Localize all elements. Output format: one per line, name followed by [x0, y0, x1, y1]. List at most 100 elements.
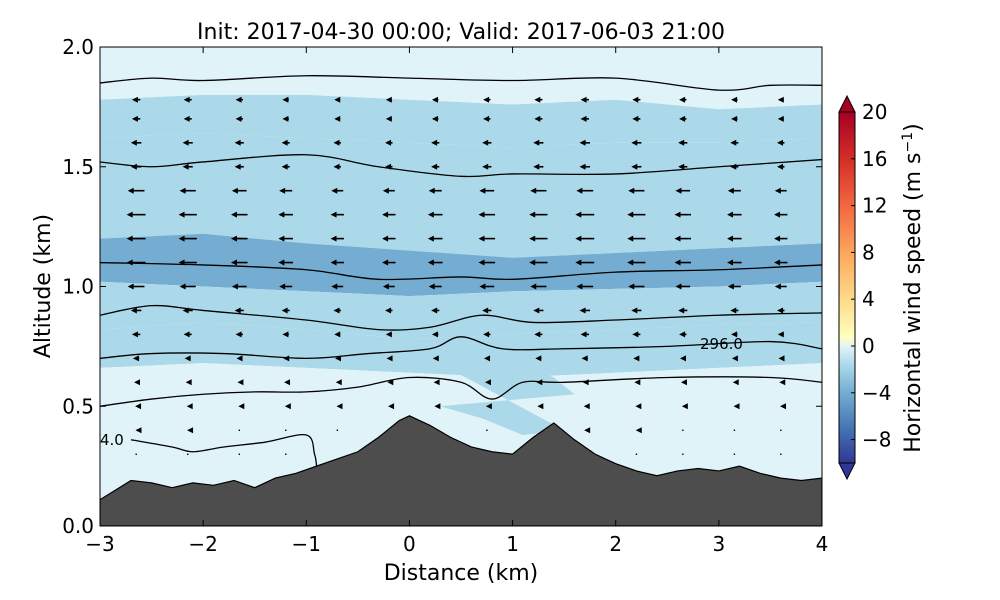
- wind-vector-head: [385, 115, 392, 122]
- wind-vector-head: [731, 331, 738, 338]
- wind-vector: [187, 453, 189, 455]
- wind-vector-head: [731, 96, 738, 103]
- wind-vector-head: [427, 211, 434, 218]
- wind-vector-head: [186, 403, 193, 410]
- wind-vector-head: [632, 96, 639, 103]
- colorbar: −8 −4 0 4 8 12 16 20 Horizontal wind speed (m s…: [838, 94, 926, 481]
- wind-vector-head: [330, 259, 337, 266]
- wind-vector-head: [386, 355, 393, 362]
- colorbar-extend-max: [838, 94, 856, 113]
- wind-vector-head: [382, 283, 389, 290]
- wind-vector-head: [633, 355, 640, 362]
- wind-vector-head: [635, 403, 642, 410]
- wind-vector-head: [632, 331, 639, 338]
- wind-vector-head: [134, 379, 140, 386]
- wind-vector-head: [385, 139, 392, 146]
- x-tick-label: 0: [403, 532, 416, 556]
- wind-vector-head: [388, 403, 395, 410]
- wind-vector-head: [631, 163, 638, 170]
- wind-vector-head: [774, 235, 781, 242]
- wind-vector-head: [131, 331, 138, 338]
- wind-vector-head: [183, 96, 190, 103]
- wind-vector-head: [183, 115, 190, 122]
- wind-vector-head: [731, 355, 738, 362]
- wind-vector: [238, 429, 241, 431]
- colorbar-label: Horizontal wind speed (m s−1): [900, 123, 926, 453]
- colorbar-label-sup: −1: [900, 132, 916, 153]
- wind-vector-head: [432, 355, 439, 362]
- wind-vector-head: [529, 235, 536, 242]
- wind-vector-head: [482, 163, 489, 170]
- colorbar-tick-label: −8: [862, 428, 891, 452]
- wind-vector-head: [774, 187, 781, 194]
- colorbar-tick-label: 8: [862, 240, 875, 264]
- wind-vector-head: [534, 115, 541, 122]
- wind-vector-head: [385, 163, 392, 170]
- plot-area: [100, 47, 822, 526]
- contour-label-4: 4.0: [100, 431, 124, 449]
- wind-vector-head: [126, 211, 133, 218]
- wind-vector-head: [182, 139, 189, 146]
- wind-vector-head: [182, 307, 189, 314]
- wind-vector-head: [231, 187, 238, 194]
- wind-vector-head: [336, 403, 343, 410]
- wind-vector-head: [730, 163, 737, 170]
- wind-band-9: [430, 348, 575, 435]
- wind-vector-head: [387, 379, 394, 386]
- wind-vector-head: [428, 187, 435, 194]
- terrain: [100, 415, 822, 526]
- wind-vector-head: [238, 403, 245, 410]
- wind-vector-head: [478, 259, 485, 266]
- x-tick-label: 3: [712, 532, 725, 556]
- wind-vector-head: [234, 139, 241, 146]
- wind-vector-head: [479, 187, 486, 194]
- theta-contour-3: [100, 304, 822, 331]
- wind-vector-head: [230, 259, 237, 266]
- theta-contour-6: [130, 433, 318, 467]
- wind-vector-head: [278, 235, 285, 242]
- wind-vector-head: [282, 331, 289, 338]
- wind-vector-head: [778, 355, 785, 362]
- wind-vector-head: [236, 355, 243, 362]
- wind-vector-head: [282, 96, 289, 103]
- wind-vector-head: [131, 115, 138, 122]
- wind-vector-head: [582, 379, 589, 386]
- wind-vector-head: [777, 307, 784, 314]
- colorbar-tick-label: 16: [862, 147, 887, 171]
- wind-vector-head: [234, 307, 241, 314]
- wind-vector-head: [235, 96, 242, 103]
- wind-vector-head: [187, 427, 194, 434]
- wind-vector-head: [484, 355, 491, 362]
- wind-vector-head: [482, 307, 489, 314]
- x-tick-label: 1: [506, 532, 519, 556]
- wind-vector-head: [580, 96, 587, 103]
- wind-vector-head: [529, 211, 536, 218]
- wind-vector-head: [485, 403, 492, 410]
- wind-vector-head: [631, 307, 638, 314]
- wind-vector-head: [627, 259, 634, 266]
- theta-contour-4: [100, 336, 822, 360]
- wind-vector: [285, 429, 287, 431]
- wind-vector-head: [731, 115, 738, 122]
- wind-vector-head: [674, 211, 681, 218]
- wind-vector-head: [680, 355, 687, 362]
- colorbar-ticks: −8 −4 0 4 8 12 16 20: [851, 100, 891, 452]
- wind-vector-head: [628, 283, 635, 290]
- wind-vector-head: [628, 187, 635, 194]
- theta-contour-0: [100, 75, 822, 91]
- wind-vector-head: [385, 307, 392, 314]
- colorbar-tick-label: 20: [862, 100, 887, 124]
- wind-vector-head: [674, 235, 681, 242]
- wind-vector-head: [279, 187, 286, 194]
- wind-vector-head: [431, 331, 438, 338]
- wind-vector-head: [184, 355, 191, 362]
- wind-vector: [336, 429, 339, 431]
- wind-vectors: [126, 96, 788, 455]
- wind-vector-head: [126, 235, 133, 242]
- colorbar-label-close: ): [901, 123, 926, 132]
- wind-vector-head: [579, 139, 586, 146]
- wind-vector-head: [679, 331, 686, 338]
- wind-vector-head: [680, 379, 687, 386]
